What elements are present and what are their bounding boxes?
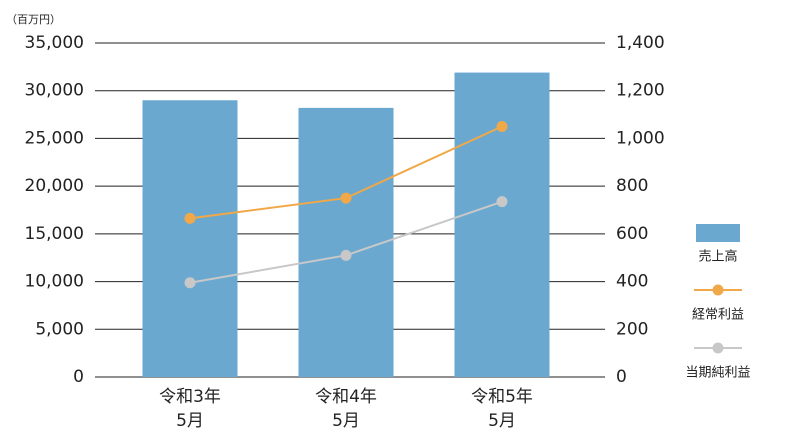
y-tick-label: 15,000 [25, 224, 84, 244]
bar [142, 100, 238, 377]
y-tick-label: 10,000 [25, 272, 84, 292]
y-tick-label: 25,000 [25, 128, 84, 148]
point [496, 196, 508, 208]
bar [454, 72, 550, 377]
y-tick-label: 0 [73, 367, 84, 387]
legend-swatch [696, 224, 740, 242]
y2-tick-label: 1,200 [616, 81, 665, 101]
point [184, 212, 196, 224]
x-tick-label: 5月 [332, 411, 360, 431]
y-tick-label: 5,000 [35, 319, 84, 339]
y2-tick-label: 200 [616, 319, 648, 339]
y2-tick-label: 1,400 [616, 33, 665, 53]
legend-label: 当期純利益 [685, 366, 750, 381]
legend-label: 売上高 [698, 249, 737, 265]
point [184, 277, 196, 289]
y-tick-label: 30,000 [25, 81, 84, 101]
x-tick-label: 令和4年 [315, 387, 377, 407]
y2-tick-label: 400 [616, 272, 648, 292]
y2-tick-label: 1,000 [616, 128, 665, 148]
point [496, 121, 508, 132]
y2-tick-label: 800 [616, 176, 648, 196]
y2-tick-label: 0 [616, 367, 627, 387]
legend-label: 経常利益 [692, 308, 744, 323]
legend-swatch [712, 342, 724, 354]
y-tick-label: 20,000 [25, 176, 84, 196]
bar [298, 107, 394, 378]
x-tick-label: 令和3年 [159, 387, 221, 407]
y-unit-label: （百万円） [6, 13, 61, 26]
point [340, 192, 352, 204]
y-tick-label: 35,000 [25, 33, 84, 53]
y2-tick-label: 600 [616, 224, 648, 244]
x-tick-label: 令和5年 [471, 387, 533, 407]
point [340, 249, 352, 261]
x-tick-label: 5月 [176, 411, 204, 431]
x-tick-label: 5月 [488, 411, 516, 431]
legend-swatch [712, 284, 724, 296]
